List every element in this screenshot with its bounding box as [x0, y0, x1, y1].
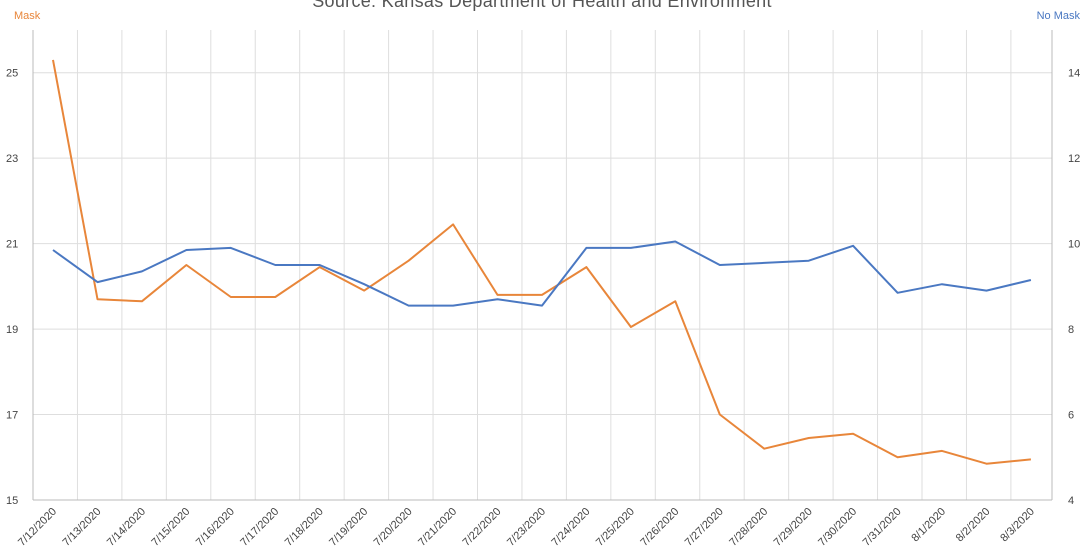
x-tick-labels: 7/12/2020 7/13/2020 7/14/2020 7/15/2020 7/16… — [16, 506, 1037, 549]
x-tick-label: 8/3/2020 — [998, 506, 1037, 545]
left-axis-label: Mask — [14, 10, 41, 22]
y-left-tick-label: 21 — [6, 239, 18, 251]
x-tick-label: 7/19/2020 — [327, 506, 370, 549]
x-tick-label: 7/18/2020 — [283, 506, 326, 549]
y-left-tick-label: 19 — [6, 324, 18, 336]
x-tick-label: 8/2/2020 — [954, 506, 993, 545]
x-tick-label: 7/23/2020 — [505, 506, 548, 549]
y-left-tick-label: 25 — [6, 68, 18, 80]
x-tick-label: 8/1/2020 — [909, 506, 948, 545]
grid-lines — [32, 30, 1052, 501]
x-tick-label: 7/30/2020 — [816, 506, 859, 549]
y-right-tick-label: 12 — [1068, 153, 1080, 165]
x-tick-label: 7/13/2020 — [60, 506, 103, 549]
chart-title: Source: Kansas Department of Health and … — [312, 0, 772, 11]
axes — [32, 30, 1053, 501]
x-tick-label: 7/16/2020 — [194, 506, 237, 549]
y-right-tick-label: 14 — [1068, 68, 1080, 80]
x-tick-label: 7/20/2020 — [372, 506, 415, 549]
x-tick-label: 7/29/2020 — [772, 506, 815, 549]
x-tick-label: 7/15/2020 — [149, 506, 192, 549]
x-tick-label: 7/22/2020 — [461, 506, 504, 549]
x-tick-label: 7/31/2020 — [861, 506, 904, 549]
x-tick-label: 7/12/2020 — [16, 506, 59, 549]
x-tick-label: 7/14/2020 — [105, 506, 148, 549]
y-right-tick-label: 8 — [1068, 324, 1074, 336]
series-line-no-mask — [52, 240, 1032, 307]
x-tick-label: 7/26/2020 — [638, 506, 681, 549]
x-tick-label: 7/21/2020 — [416, 506, 459, 549]
y-left-tick-label: 23 — [6, 153, 18, 165]
x-tick-label: 7/24/2020 — [549, 506, 592, 549]
y-right-tick-label: 10 — [1068, 239, 1080, 251]
x-tick-label: 7/17/2020 — [238, 506, 281, 549]
series-lines — [52, 59, 1032, 465]
x-tick-label: 7/28/2020 — [727, 506, 770, 549]
right-axis-label: No Mask — [1036, 10, 1080, 22]
x-tick-label: 7/27/2020 — [683, 506, 726, 549]
y-left-tick-label: 15 — [6, 495, 18, 507]
y-right-tick-label: 4 — [1068, 495, 1074, 507]
y-tick-labels: 15 17 19 21 23 25 4 6 8 10 12 14 — [6, 68, 1080, 507]
x-tick-label: 7/25/2020 — [594, 506, 637, 549]
y-right-tick-label: 6 — [1068, 410, 1074, 422]
series-line-mask — [52, 59, 1031, 465]
y-left-tick-label: 17 — [6, 410, 18, 422]
